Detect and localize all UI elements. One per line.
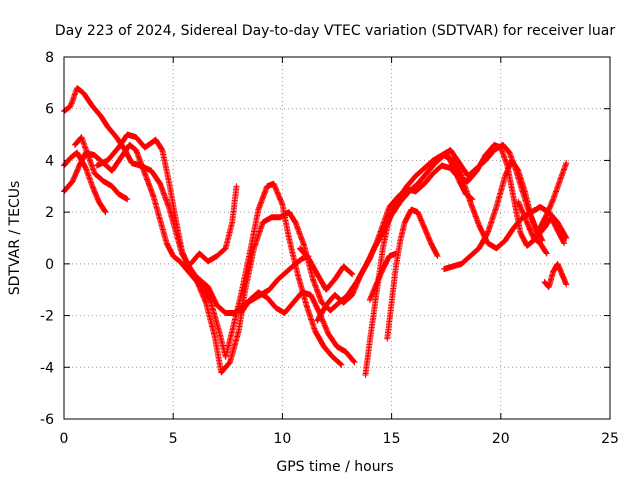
series-markers — [441, 157, 568, 272]
plot-frame — [63, 56, 611, 420]
series-arc-g — [237, 289, 358, 366]
axis-ticks — [63, 56, 611, 420]
series-arc-n — [441, 157, 568, 272]
series-markers — [61, 141, 570, 376]
series-markers — [187, 183, 240, 267]
y-tick-labels: -6 -4 -2 0 2 4 6 8 — [40, 50, 54, 428]
series-markers — [61, 85, 345, 368]
y-tick-label: 6 — [45, 102, 54, 118]
x-tick-label: 5 — [169, 431, 178, 447]
series-markers — [296, 245, 356, 293]
series-markers — [515, 198, 550, 257]
series-arc-l — [366, 250, 399, 304]
y-tick-label: -4 — [40, 360, 54, 376]
x-tick-label: 15 — [383, 431, 401, 447]
series-markers — [366, 250, 399, 304]
series-markers — [443, 149, 476, 203]
y-tick-label: 4 — [45, 153, 54, 169]
y-tick-label: 0 — [45, 257, 54, 273]
x-tick-label: 25 — [601, 431, 619, 447]
series-markers — [384, 206, 441, 342]
series-markers — [71, 134, 131, 203]
x-axis-label: GPS time / hours — [276, 459, 393, 475]
series-arc-b — [61, 141, 570, 376]
series-markers — [237, 289, 358, 366]
series-arc-m — [443, 149, 476, 203]
chart-title: Day 223 of 2024, Sidereal Day-to-day VTE… — [55, 23, 616, 39]
series-arc-k — [384, 206, 441, 342]
y-tick-label: 8 — [45, 50, 54, 66]
grid-lines — [64, 57, 610, 419]
data-series — [61, 85, 570, 378]
y-tick-label: -6 — [40, 412, 54, 428]
series-arc-p — [541, 260, 570, 291]
x-tick-label: 10 — [273, 431, 291, 447]
series-arc-o — [515, 198, 550, 257]
series-markers — [541, 260, 570, 291]
x-tick-label: 20 — [492, 431, 510, 447]
series-arc-h — [296, 245, 356, 293]
x-tick-label: 0 — [60, 431, 69, 447]
series-arc-f — [187, 183, 240, 267]
series-arc-a — [61, 85, 345, 368]
series-arc-d — [71, 134, 131, 203]
x-tick-labels: 0 5 10 15 20 25 — [60, 431, 619, 447]
y-axis-label: SDTVAR / TECUs — [7, 181, 23, 296]
y-tick-label: -2 — [40, 309, 54, 325]
y-tick-label: 2 — [45, 205, 54, 221]
